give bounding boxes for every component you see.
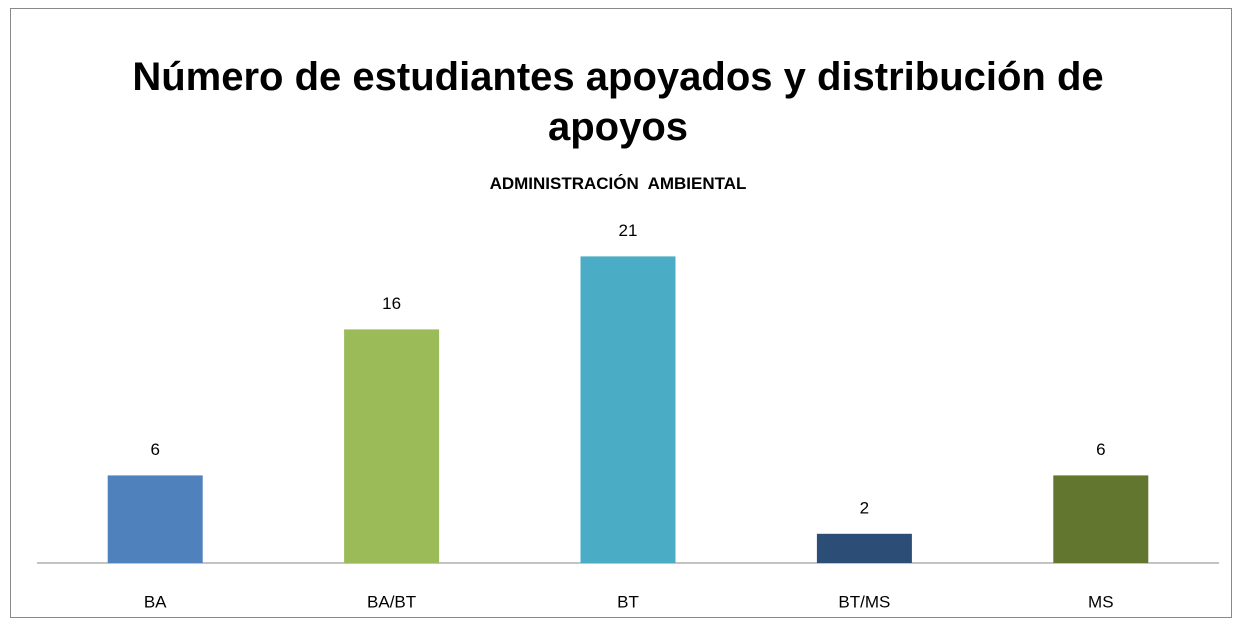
- x-tick-label: BA: [144, 592, 167, 611]
- data-label: 21: [619, 221, 638, 240]
- chart-subtitle: ADMINISTRACIÓN AMBIENTAL: [489, 174, 747, 193]
- chart-title: Número de estudiantes apoyados y distrib…: [132, 55, 1104, 149]
- bar: [1053, 475, 1149, 563]
- x-tick-label: BA/BT: [367, 592, 416, 611]
- data-label: 16: [382, 294, 401, 313]
- bar: [580, 256, 676, 563]
- data-label: 2: [860, 498, 869, 517]
- x-tick-label: BT/MS: [838, 592, 890, 611]
- x-tick-label: BT: [617, 592, 639, 611]
- data-label: 6: [1096, 440, 1105, 459]
- chart-frame: [10, 8, 1232, 618]
- bar: [107, 475, 203, 563]
- bar: [816, 533, 912, 563]
- data-label: 6: [150, 440, 159, 459]
- bar: [344, 329, 440, 563]
- x-tick-label: MS: [1088, 592, 1114, 611]
